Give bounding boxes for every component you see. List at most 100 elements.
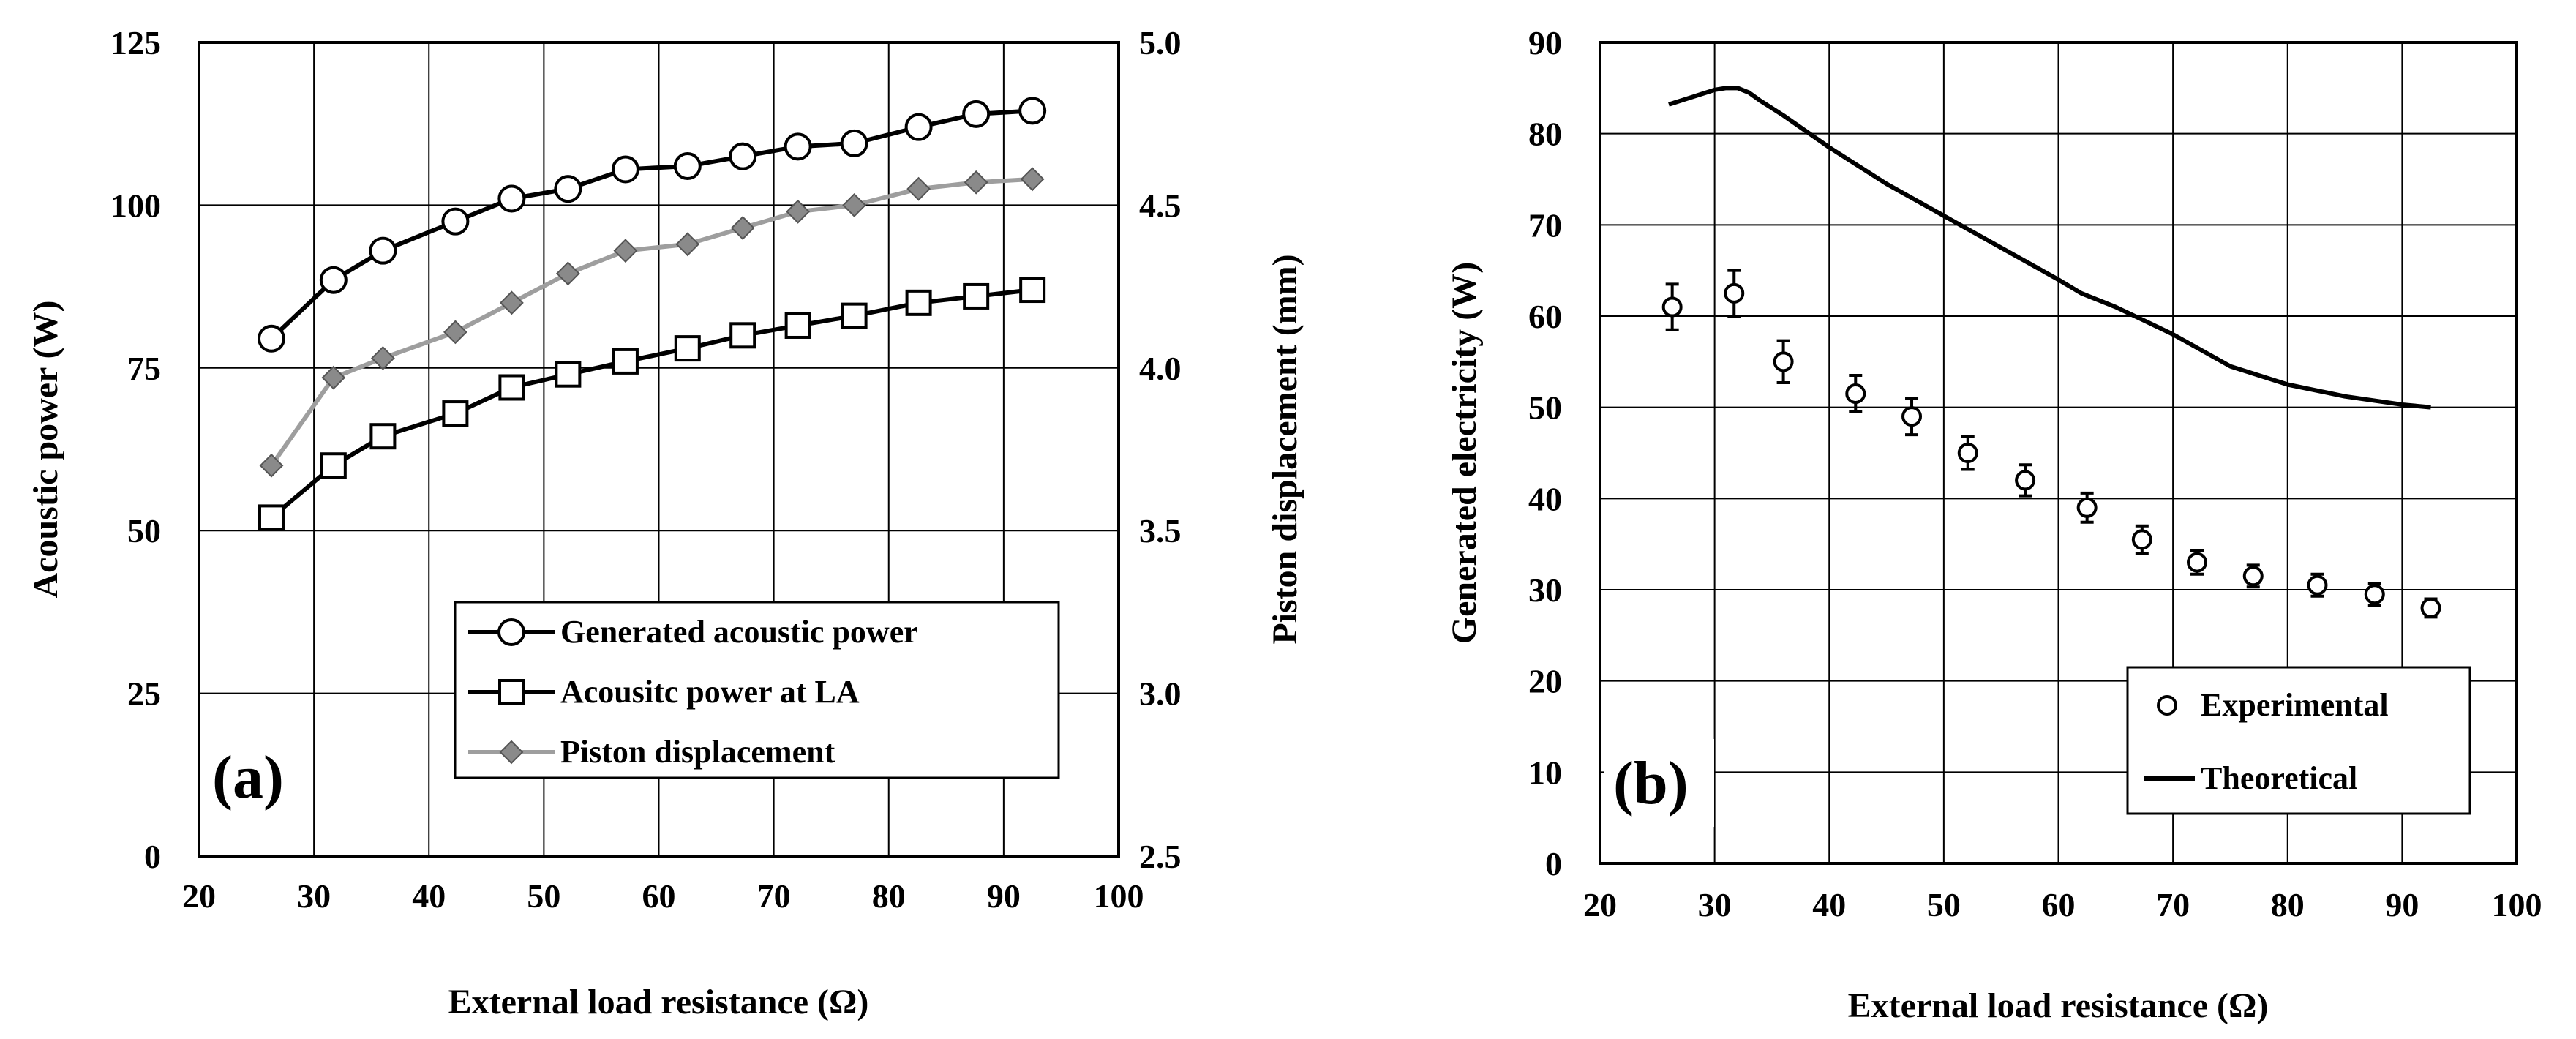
y-tick-label: 50 xyxy=(127,512,161,549)
data-point-la xyxy=(841,302,868,329)
data-point-la xyxy=(442,400,469,427)
y2-tick-label: 5.0 xyxy=(1139,24,1182,61)
y-tick-label: 0 xyxy=(144,838,161,875)
data-point-la xyxy=(729,322,756,349)
data-point-experimental xyxy=(1845,383,1866,404)
data-point-piston xyxy=(906,176,931,201)
x-tick-label: 30 xyxy=(297,877,331,915)
data-point-piston xyxy=(370,346,395,370)
data-point-piston xyxy=(259,453,284,478)
legend-box xyxy=(2126,666,2471,815)
data-point-experimental xyxy=(2015,470,2036,491)
data-point-generated xyxy=(554,175,582,203)
y-tick-label: 75 xyxy=(127,350,161,387)
y2-axis-label: Piston displacement (mm) xyxy=(1266,254,1304,644)
data-point-generated xyxy=(840,129,868,157)
legend-label: Experimental xyxy=(2201,687,2389,723)
y-tick-label: 60 xyxy=(1528,298,1562,335)
x-tick-label: 20 xyxy=(1583,886,1617,923)
panel-label-box xyxy=(203,735,313,819)
data-point-piston xyxy=(443,320,467,345)
data-point-generated xyxy=(673,152,702,181)
series-marks xyxy=(1661,86,2441,619)
data-point-generated xyxy=(441,207,470,236)
y-tick-label: 100 xyxy=(110,187,161,224)
legend-box xyxy=(454,601,1060,779)
data-point-piston xyxy=(842,192,867,217)
data-point-piston xyxy=(555,261,580,286)
legend-diamond-marker xyxy=(499,740,524,765)
y-axis-label: Acoustic power (W) xyxy=(26,300,65,598)
data-point-la xyxy=(674,335,701,362)
y2-tick-label: 2.5 xyxy=(1139,838,1182,875)
y2-tick-labels: 2.5 3.0 3.5 4.0 4.5 5.0 xyxy=(1139,24,1182,875)
y-tick-label: 25 xyxy=(127,675,161,713)
data-point-experimental xyxy=(1901,406,1923,427)
data-point-experimental xyxy=(2131,529,2152,550)
data-point-experimental xyxy=(1773,351,1794,372)
x-axis-label: External load resistance (Ω) xyxy=(448,983,869,1021)
y-tick-label: 20 xyxy=(1528,663,1562,700)
x-tick-label: 90 xyxy=(987,877,1021,915)
data-point-generated xyxy=(784,132,812,161)
y-tick-label: 40 xyxy=(1528,480,1562,517)
legend-item-theoretical: Theoretical xyxy=(2144,760,2357,796)
x-tick-labels: 20 30 40 50 60 70 80 90 100 xyxy=(1583,886,2542,923)
y-axis-label: Generated electricity (W) xyxy=(1445,262,1484,644)
plot-frame xyxy=(198,41,1120,858)
data-point-piston xyxy=(730,216,755,240)
y-tick-labels: 0 25 50 75 100 125 xyxy=(110,24,161,875)
x-tick-label: 60 xyxy=(2042,886,2076,923)
data-point-generated xyxy=(257,324,285,353)
data-point-experimental xyxy=(2076,497,2098,518)
data-point-experimental xyxy=(2242,566,2264,587)
y2-tick-label: 3.0 xyxy=(1139,675,1182,713)
x-tick-label: 80 xyxy=(872,877,906,915)
data-point-la xyxy=(498,374,525,401)
data-point-generated xyxy=(497,184,526,213)
x-tick-labels: 20 30 40 50 60 70 80 90 100 xyxy=(182,877,1144,915)
data-point-generated xyxy=(962,100,991,128)
y-tick-label: 70 xyxy=(1528,206,1562,244)
data-point-la xyxy=(784,312,811,339)
panel-label: (a) xyxy=(212,743,284,811)
legend-square-marker xyxy=(498,679,525,705)
data-point-experimental xyxy=(1661,296,1683,318)
data-point-la xyxy=(1019,277,1046,304)
y2-tick-label: 4.5 xyxy=(1139,187,1182,224)
legend-item-experimental: Experimental xyxy=(2157,687,2389,723)
data-point-piston xyxy=(613,239,638,263)
y-tick-label: 10 xyxy=(1528,754,1562,791)
data-point-experimental xyxy=(2420,597,2441,618)
data-point-generated xyxy=(369,236,397,265)
data-point-piston xyxy=(675,232,700,257)
y2-tick-label: 3.5 xyxy=(1139,512,1182,549)
y-tick-label: 0 xyxy=(1545,845,1562,882)
data-point-generated xyxy=(1018,97,1047,125)
x-tick-label: 50 xyxy=(527,877,560,915)
data-point-generated xyxy=(729,142,757,170)
data-point-generated xyxy=(319,266,348,294)
data-point-experimental xyxy=(1724,282,1745,304)
data-point-la xyxy=(963,282,990,310)
data-point-experimental xyxy=(1957,443,1978,463)
legend-circle-marker xyxy=(497,618,525,646)
x-tick-label: 20 xyxy=(182,877,216,915)
data-point-la xyxy=(555,361,582,388)
data-point-piston xyxy=(786,199,811,224)
panel-label: (b) xyxy=(1613,749,1689,817)
theoretical-line xyxy=(1668,86,2431,410)
legend-item-la: Acousitc power at LA xyxy=(468,674,860,710)
x-tick-label: 30 xyxy=(1698,886,1732,923)
data-point-la xyxy=(612,348,639,375)
series-line-2 xyxy=(269,176,1033,467)
legend-label: Theoretical xyxy=(2201,760,2357,796)
x-tick-label: 80 xyxy=(2271,886,2305,923)
y2-tick-label: 4.0 xyxy=(1139,350,1182,387)
chart-panel-a: 20 30 40 50 60 70 80 90 100 0 25 50 75 100 125 2.5 3.0… xyxy=(26,24,1304,1021)
data-point-la xyxy=(258,504,285,531)
x-tick-label: 100 xyxy=(1094,877,1144,915)
data-point-piston xyxy=(964,170,988,195)
x-tick-label: 90 xyxy=(2385,886,2419,923)
